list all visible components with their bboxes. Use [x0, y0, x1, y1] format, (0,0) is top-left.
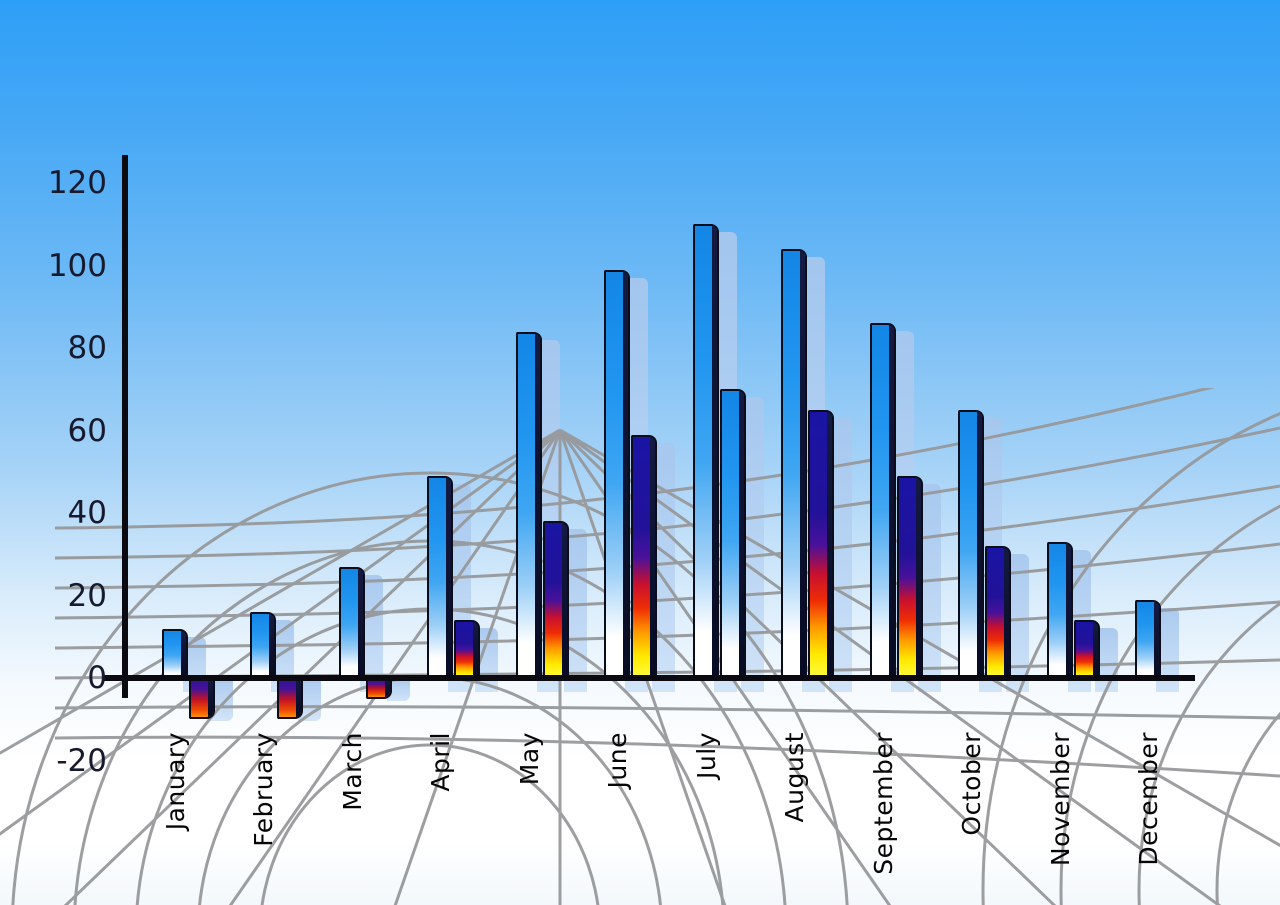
- y-axis-label-20: 20: [67, 577, 107, 614]
- y-axis-label-80: 80: [67, 330, 107, 366]
- bar-january-secondary: [189, 678, 215, 720]
- y-axis-label-120: 120: [47, 165, 107, 201]
- x-axis-label-june: June: [603, 732, 633, 789]
- x-axis-label-december: December: [1133, 732, 1163, 866]
- bar-november-primary: [1046, 541, 1073, 678]
- x-axis-label-april: April: [426, 732, 456, 792]
- bar-september-secondary: [896, 475, 923, 678]
- y-axis-line: [122, 155, 128, 698]
- bar-august-secondary: [808, 409, 835, 678]
- bar-february-secondary: [277, 678, 304, 720]
- bar-march-primary: [338, 566, 365, 678]
- bar-december-primary-echo: [1155, 607, 1179, 692]
- bar-october-secondary-echo: [1006, 554, 1030, 692]
- bar-february-primary-echo: [271, 620, 295, 692]
- x-axis-label-march: March: [337, 732, 367, 811]
- bar-january-primary: [162, 628, 188, 678]
- bar-october-secondary: [985, 546, 1012, 678]
- bar-june-secondary-echo: [652, 442, 676, 692]
- x-axis-label-october: October: [957, 732, 987, 836]
- bar-november-secondary: [1073, 620, 1100, 678]
- x-axis-label-july: July: [691, 732, 721, 779]
- bar-september-primary: [869, 323, 896, 678]
- bar-may-secondary: [542, 521, 569, 678]
- y-axis-label-60: 60: [67, 412, 107, 449]
- x-axis-label-january: January: [161, 732, 190, 831]
- bar-may-primary: [515, 331, 542, 678]
- x-axis-label-may: May: [514, 732, 544, 786]
- x-axis-line: [122, 675, 1195, 681]
- y-axis-label--20: -20: [56, 742, 107, 779]
- y-axis-label-0: 0: [87, 660, 107, 696]
- bar-august-primary: [781, 249, 808, 678]
- bar-june-secondary: [631, 434, 658, 678]
- x-axis-label-september: September: [868, 732, 898, 875]
- x-axis-label-august: August: [780, 732, 810, 823]
- bar-july-secondary: [719, 389, 746, 678]
- bar-march-secondary: [365, 678, 392, 699]
- bar-october-primary: [958, 409, 985, 678]
- bar-august-secondary-echo: [829, 417, 853, 692]
- bar-july-primary: [692, 224, 719, 678]
- bar-april-secondary: [454, 620, 481, 678]
- y-axis-label-100: 100: [47, 247, 107, 284]
- bar-june-primary: [604, 269, 631, 678]
- y-axis-label-40: 40: [67, 495, 107, 531]
- bar-march-secondary-echo: [386, 680, 410, 701]
- bar-december-primary: [1134, 599, 1161, 678]
- zero-tick-mark: [104, 675, 122, 681]
- bar-february-primary: [250, 612, 277, 678]
- x-axis-label-february: February: [249, 732, 279, 847]
- x-axis-label-november: November: [1045, 732, 1075, 867]
- bar-april-primary: [427, 475, 454, 678]
